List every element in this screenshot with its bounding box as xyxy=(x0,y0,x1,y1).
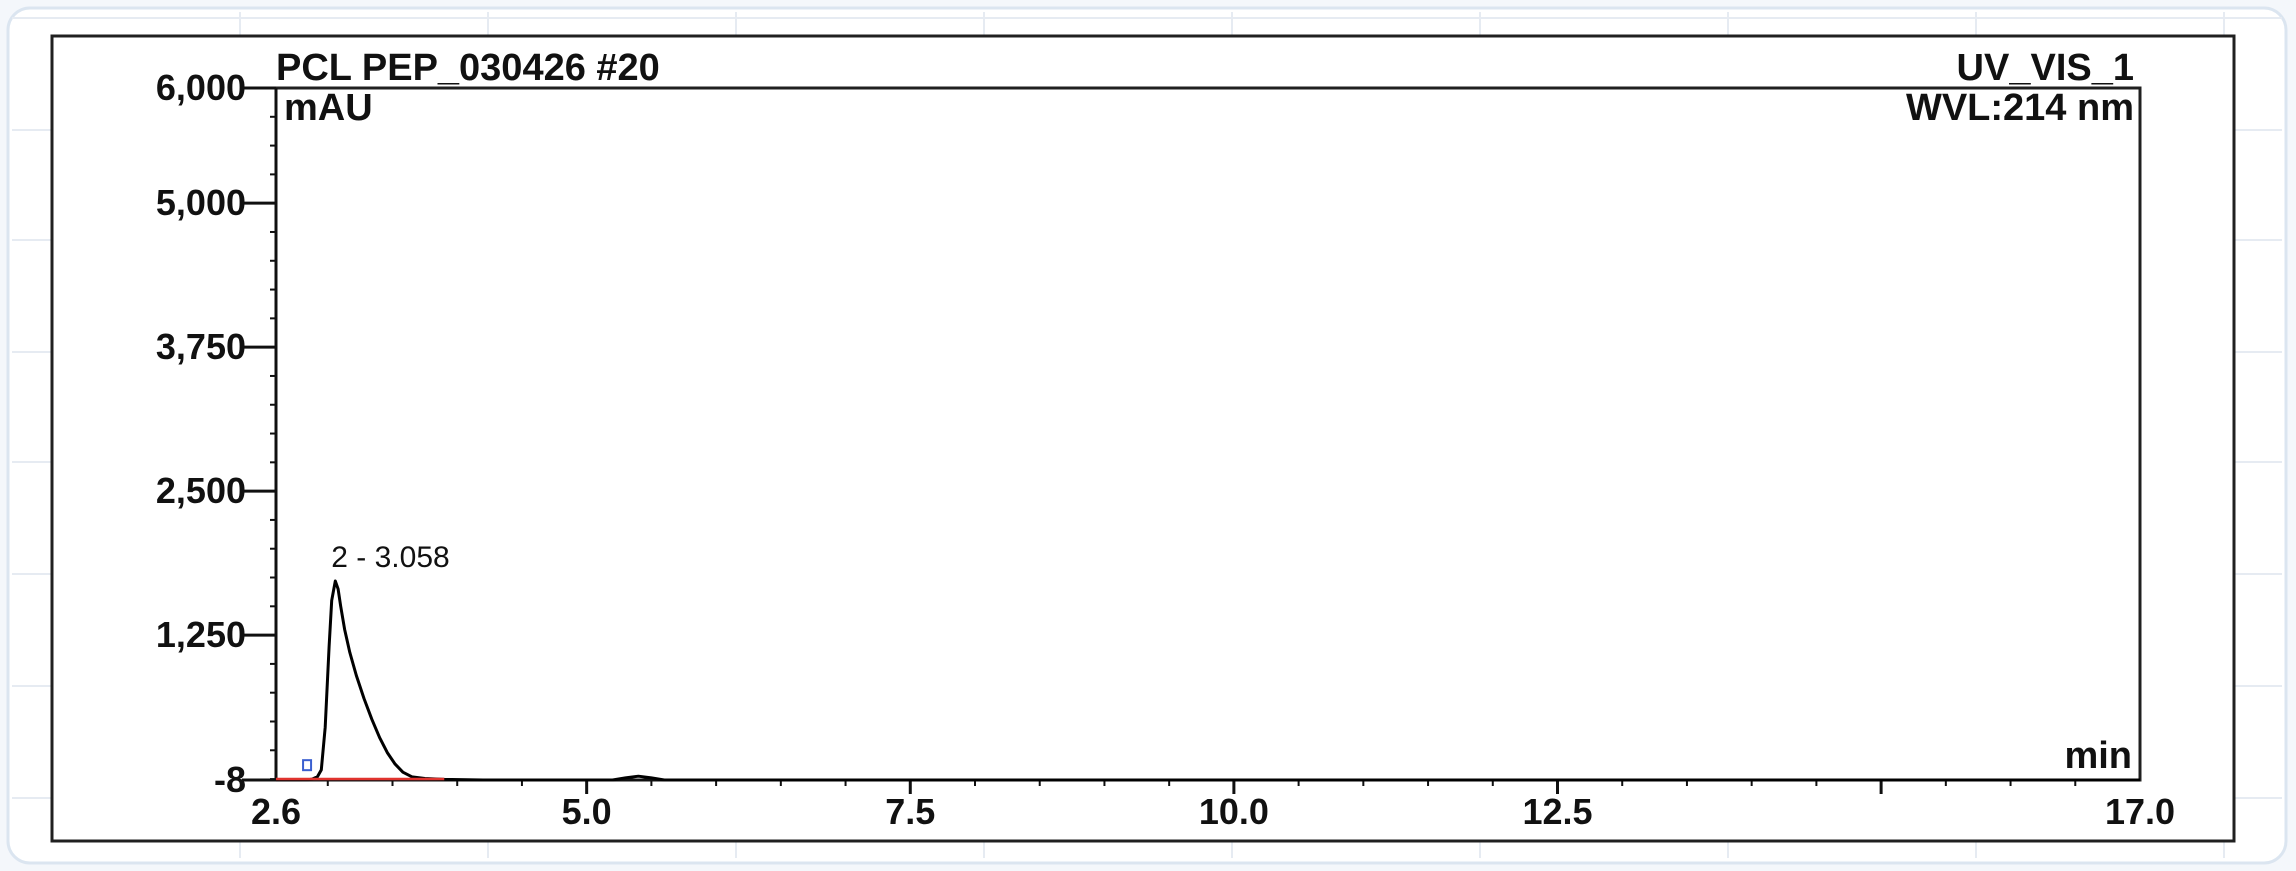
x-tick-label: 2.6 xyxy=(251,791,301,832)
wavelength-label: WVL:214 nm xyxy=(1906,87,2134,129)
figure-frame xyxy=(50,34,2236,843)
x-tick-label: 12.5 xyxy=(1522,791,1592,832)
channel-label: UV_VIS_1 xyxy=(1957,47,2134,89)
y-tick-label: 2,500 xyxy=(156,470,246,511)
peak-annotation: 2 - 3.058 xyxy=(331,541,449,574)
y-tick-label: 1,250 xyxy=(156,614,246,655)
y-tick-label: 6,000 xyxy=(156,67,246,108)
y-tick-label: -8 xyxy=(214,759,246,800)
y-tick-label: 5,000 xyxy=(156,182,246,223)
x-tick-label: 7.5 xyxy=(885,791,935,832)
x-tick-label: 5.0 xyxy=(562,791,612,832)
tick-labels: -8 1,250 2,500 3,750 5,000 6,000 2.6 5.0 7.5 10.0… xyxy=(156,67,2175,832)
x-tick-label: 10.0 xyxy=(1199,791,1269,832)
x-axis-unit-label: min xyxy=(2064,735,2132,777)
y-axis-unit-label: mAU xyxy=(284,87,373,129)
chromatogram-trace xyxy=(276,579,2140,782)
y-tick-label: 3,750 xyxy=(156,326,246,367)
plot-series xyxy=(276,579,2140,782)
x-tick-label: 17.0 xyxy=(2105,791,2175,832)
peak-start-marker xyxy=(302,759,313,772)
chart-title: PCL PEP_030426 #20 xyxy=(276,47,660,89)
